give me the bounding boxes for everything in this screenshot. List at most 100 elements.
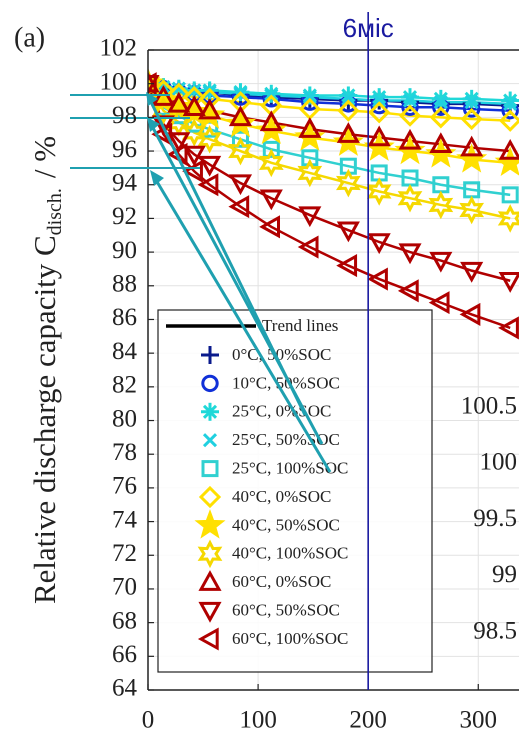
marker	[429, 251, 453, 273]
marker-shape	[171, 81, 186, 96]
marker	[228, 105, 253, 127]
legend-marker	[194, 509, 226, 539]
marker-shape	[366, 177, 392, 206]
y-tick-label: 92	[112, 203, 137, 230]
marker	[259, 215, 280, 239]
marker	[198, 155, 222, 177]
marker	[367, 233, 391, 255]
marker	[202, 85, 217, 100]
marker	[460, 135, 484, 157]
marker	[498, 316, 519, 340]
arrow-head	[147, 117, 160, 132]
marker	[151, 122, 173, 146]
marker-shape	[198, 601, 222, 623]
marker	[182, 145, 206, 167]
marker-shape	[398, 104, 422, 127]
legend-marker	[198, 601, 222, 623]
marker	[398, 128, 422, 150]
inset-y-tick-label: 98.5	[473, 617, 517, 644]
marker	[198, 98, 222, 120]
marker-shape	[503, 93, 518, 108]
marker	[498, 272, 519, 293]
marker-shape	[367, 125, 391, 147]
marker-shape	[151, 122, 173, 146]
x-tick-label: 300	[460, 707, 498, 734]
marker	[464, 95, 479, 110]
legend-label: 40°C, 100%SOC	[232, 544, 348, 563]
marker	[262, 140, 280, 158]
marker-shape	[151, 85, 175, 106]
marker-shape	[464, 95, 479, 110]
marker	[151, 85, 175, 106]
marker-shape	[187, 83, 202, 98]
marker-shape	[368, 101, 391, 124]
y-tick-label: 84	[112, 338, 138, 365]
marker-shape	[181, 118, 207, 147]
marker	[397, 183, 423, 213]
y-tick-label: 82	[112, 372, 137, 399]
legend-marker	[197, 627, 219, 651]
marker-shape	[182, 145, 206, 167]
marker-shape	[336, 168, 361, 198]
panel-label: (a)	[14, 22, 45, 53]
marker	[167, 91, 191, 113]
marker	[148, 74, 160, 96]
marker	[501, 91, 519, 110]
arrow	[154, 179, 332, 473]
inset-axis: 98.5 99 99.5 100 100.5	[461, 392, 517, 644]
y-tick-label: 94	[112, 169, 138, 196]
legend-label: 60°C, 0%SOC	[232, 572, 331, 591]
legend-marker	[197, 539, 223, 569]
marker-shape	[429, 106, 452, 129]
marker-shape	[262, 140, 280, 158]
marker	[197, 124, 223, 154]
marker-shape	[231, 130, 249, 148]
marker	[297, 158, 323, 188]
legend-marker	[198, 485, 222, 509]
series-line	[148, 82, 511, 122]
x-tick-label: 0	[142, 707, 155, 734]
legend-marker	[201, 402, 219, 421]
marker-shape	[459, 302, 481, 326]
marker-shape	[198, 570, 222, 591]
marker-shape	[372, 93, 387, 108]
marker-shape	[167, 91, 191, 113]
marker	[171, 81, 186, 96]
marker-shape	[198, 98, 222, 120]
marker	[397, 279, 419, 303]
marker-shape	[258, 148, 284, 178]
y-tick-label: 102	[100, 35, 138, 62]
marker-shape	[372, 90, 387, 105]
marker-shape	[298, 206, 322, 228]
y-tick-label: 70	[112, 574, 137, 601]
marker	[462, 89, 481, 108]
marker	[228, 136, 253, 166]
marker-shape	[336, 221, 360, 243]
marker-shape	[336, 254, 358, 278]
y-tick-label: 90	[112, 237, 137, 264]
x-tick-label: 100	[239, 707, 277, 734]
marker-shape	[148, 72, 157, 96]
marker	[366, 177, 392, 206]
legend-trend-label: Trend lines	[262, 316, 338, 335]
marker	[460, 107, 483, 131]
y-tick-label: 80	[112, 405, 137, 432]
marker-shape	[198, 155, 222, 177]
marker-shape	[341, 91, 356, 106]
marker	[503, 96, 518, 111]
marker-shape	[498, 316, 519, 340]
arrows	[146, 92, 332, 473]
marker-shape	[341, 88, 356, 103]
marker-shape	[402, 93, 418, 108]
marker	[259, 189, 283, 211]
y-tick-label: 98	[112, 102, 137, 129]
legend-label: 0°C, 50%SOC	[232, 345, 331, 364]
y-tick-label: 96	[112, 136, 137, 163]
marker	[258, 148, 284, 178]
marker	[498, 138, 519, 160]
marker-shape	[433, 95, 448, 110]
legend-box	[157, 309, 433, 673]
marker-shape	[228, 136, 253, 166]
marker-shape	[197, 173, 219, 197]
